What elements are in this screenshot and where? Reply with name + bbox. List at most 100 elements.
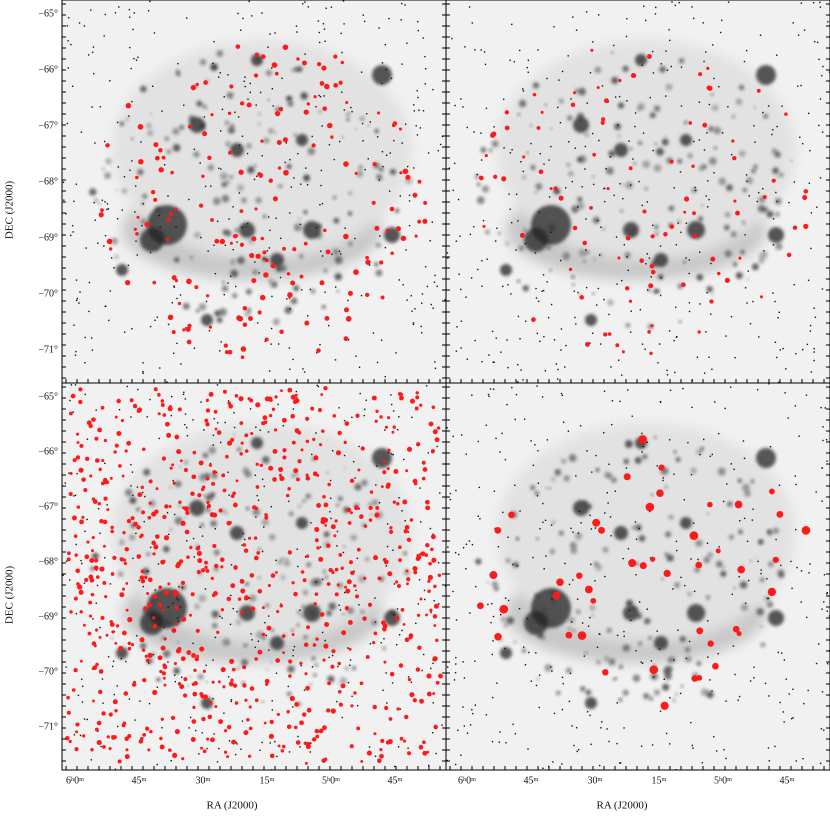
source-marker: [97, 721, 102, 726]
star: [565, 187, 566, 188]
source-marker: [168, 315, 173, 320]
nebula-knot: [225, 512, 228, 515]
source-marker: [299, 662, 302, 665]
star: [562, 71, 563, 72]
star: [691, 407, 692, 408]
nebula-knot: [707, 691, 714, 698]
nebula-knot: [585, 133, 589, 137]
source-marker: [709, 299, 713, 303]
source-marker: [164, 637, 167, 640]
star: [630, 620, 631, 621]
star: [387, 546, 388, 547]
source-marker: [717, 272, 720, 275]
y-tick-label: −69°: [38, 611, 58, 622]
star: [680, 171, 681, 172]
star: [814, 41, 815, 42]
star: [321, 170, 322, 171]
star: [292, 706, 293, 707]
source-marker: [348, 291, 353, 296]
star: [782, 348, 783, 349]
star: [630, 184, 631, 185]
star: [157, 764, 158, 765]
source-marker: [337, 662, 340, 665]
star: [628, 140, 629, 141]
star: [351, 417, 352, 418]
star: [667, 69, 668, 70]
source-marker: [84, 578, 88, 582]
nebula-knot: [687, 591, 692, 596]
nebula-knot: [603, 656, 609, 662]
source-marker: [384, 706, 388, 710]
source-marker: [101, 459, 104, 462]
star: [73, 201, 74, 202]
source-marker: [188, 125, 192, 129]
star: [97, 242, 98, 243]
star: [307, 315, 308, 316]
source-marker: [101, 711, 105, 715]
source-marker: [590, 49, 593, 52]
source-marker: [343, 234, 349, 240]
source-marker: [331, 571, 334, 574]
source-marker: [302, 60, 307, 65]
star: [798, 435, 799, 436]
source-marker: [554, 186, 558, 190]
source-marker: [204, 419, 208, 423]
star: [714, 401, 715, 402]
star: [431, 304, 432, 305]
star: [385, 376, 386, 377]
star: [522, 379, 523, 380]
source-marker: [321, 429, 325, 433]
source-marker: [141, 569, 145, 573]
star: [765, 683, 766, 684]
source-marker: [186, 555, 190, 559]
star: [415, 125, 416, 126]
star: [595, 455, 596, 456]
star: [481, 260, 482, 261]
source-marker: [322, 106, 327, 111]
nebula-knot: [95, 199, 98, 202]
star: [381, 83, 382, 84]
star: [723, 749, 724, 750]
source-marker: [282, 456, 286, 460]
star: [70, 235, 71, 236]
nebula-knot: [205, 494, 212, 501]
nebula-knot: [658, 274, 663, 279]
star: [827, 663, 828, 664]
source-marker: [236, 479, 239, 482]
star: [137, 486, 138, 487]
nebula-knot: [287, 666, 294, 673]
source-marker: [71, 394, 76, 399]
star: [238, 116, 239, 117]
star: [257, 322, 258, 323]
star: [464, 46, 465, 47]
nebula-knot: [530, 485, 535, 490]
source-marker: [224, 729, 227, 732]
source-marker: [379, 754, 384, 759]
star: [499, 731, 500, 732]
nebula-knot: [639, 535, 646, 542]
nebula-knot: [203, 495, 205, 497]
star: [231, 564, 232, 565]
star: [595, 527, 596, 528]
source-marker: [257, 172, 261, 176]
source-marker: [181, 757, 184, 760]
source-marker: [223, 489, 227, 493]
star: [527, 618, 528, 619]
star: [178, 586, 179, 587]
x-tick-label: 45ᵐ: [780, 775, 795, 786]
star: [339, 251, 340, 252]
source-marker: [203, 670, 206, 673]
star: [240, 30, 241, 31]
star: [409, 200, 410, 201]
star: [487, 604, 488, 605]
star: [200, 401, 201, 402]
star: [76, 544, 77, 545]
source-marker: [161, 718, 164, 721]
star: [106, 504, 107, 505]
nebula: [680, 517, 692, 529]
star: [107, 203, 108, 204]
star: [376, 465, 377, 466]
source-marker: [304, 321, 309, 326]
star: [792, 717, 793, 718]
source-marker: [85, 457, 89, 461]
